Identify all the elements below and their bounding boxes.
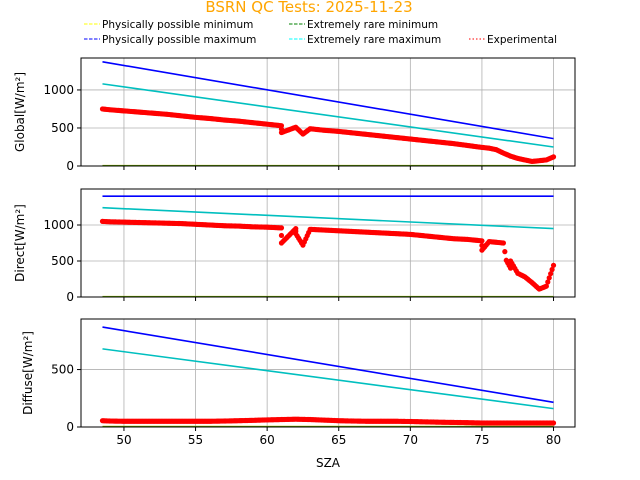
data-point xyxy=(502,249,508,255)
series-line xyxy=(102,348,554,410)
legend-item: Extremely rare minimum xyxy=(289,19,438,31)
y-tick-label: 500 xyxy=(51,254,74,268)
y-tick-label: 1000 xyxy=(43,218,74,232)
experimental-points xyxy=(99,416,557,426)
y-tick-label: 0 xyxy=(66,159,74,173)
x-tick-label: 60 xyxy=(260,433,275,447)
legend-label: Physically possible maximum xyxy=(102,34,256,46)
data-point xyxy=(549,266,555,273)
axes-frame xyxy=(80,57,576,167)
data-point xyxy=(549,420,555,426)
panel-2: 0 500 1000 Direct[W/m²] xyxy=(13,188,576,304)
x-tick-label: 75 xyxy=(474,433,489,447)
y-tick-label: 500 xyxy=(51,121,74,135)
y-tick-label: 0 xyxy=(66,420,74,434)
legend-item: Physically possible minimum xyxy=(84,19,253,31)
data-point xyxy=(278,232,285,239)
data-point xyxy=(277,225,283,231)
y-tick-label: 1000 xyxy=(43,83,74,97)
data-point xyxy=(550,262,557,268)
legend-label: Extremely rare maximum xyxy=(307,34,441,46)
series-line xyxy=(102,326,554,404)
chart-title: BSRN QC Tests: 2025-11-23 xyxy=(205,0,412,16)
y-tick-label: 0 xyxy=(66,290,74,304)
data-point xyxy=(477,238,484,244)
y-axis-label: Global[W/m²] xyxy=(13,72,27,152)
y-axis-label: Diffuse[W/m²] xyxy=(21,331,35,415)
experimental-points xyxy=(99,106,557,165)
data-point xyxy=(549,154,555,161)
x-tick-label: 80 xyxy=(546,433,561,447)
data-point xyxy=(542,284,548,290)
data-point xyxy=(545,279,551,285)
experimental-points xyxy=(99,218,557,292)
x-tick-label: 55 xyxy=(188,433,203,447)
y-axis-label: Direct[W/m²] xyxy=(13,204,27,282)
data-point xyxy=(546,275,552,281)
legend-item: Physically possible maximum xyxy=(84,34,256,46)
x-tick-label: 50 xyxy=(116,433,131,447)
axes-frame xyxy=(80,188,576,298)
x-tick-label: 65 xyxy=(331,433,346,447)
legend-label: Physically possible minimum xyxy=(102,19,253,31)
data-point xyxy=(499,240,505,246)
x-axis-label: SZA xyxy=(316,456,341,470)
series-line xyxy=(102,83,554,148)
panel-3: 50 55 60 65 70 75 80 0 500 Diffuse[W/m²] xyxy=(21,318,576,447)
series-line xyxy=(102,61,554,140)
data-point xyxy=(293,228,299,234)
legend-item: Extremely rare maximum xyxy=(289,34,441,46)
series-line xyxy=(102,206,554,230)
legend-label: Extremely rare minimum xyxy=(307,19,438,31)
panel-1: 0 500 1000 Global[W/m²] xyxy=(13,57,576,173)
axes-frame xyxy=(80,318,576,428)
y-tick-label: 500 xyxy=(51,363,74,377)
data-point xyxy=(548,271,554,277)
legend: Physically possible minimum Extremely rar… xyxy=(84,19,557,46)
legend-label: Experimental xyxy=(487,34,557,46)
x-tick-label: 70 xyxy=(403,433,418,447)
legend-item: Experimental xyxy=(469,34,557,46)
panels: 05001000Global[W/m²]05001000Direct[W/m²]… xyxy=(13,57,576,447)
